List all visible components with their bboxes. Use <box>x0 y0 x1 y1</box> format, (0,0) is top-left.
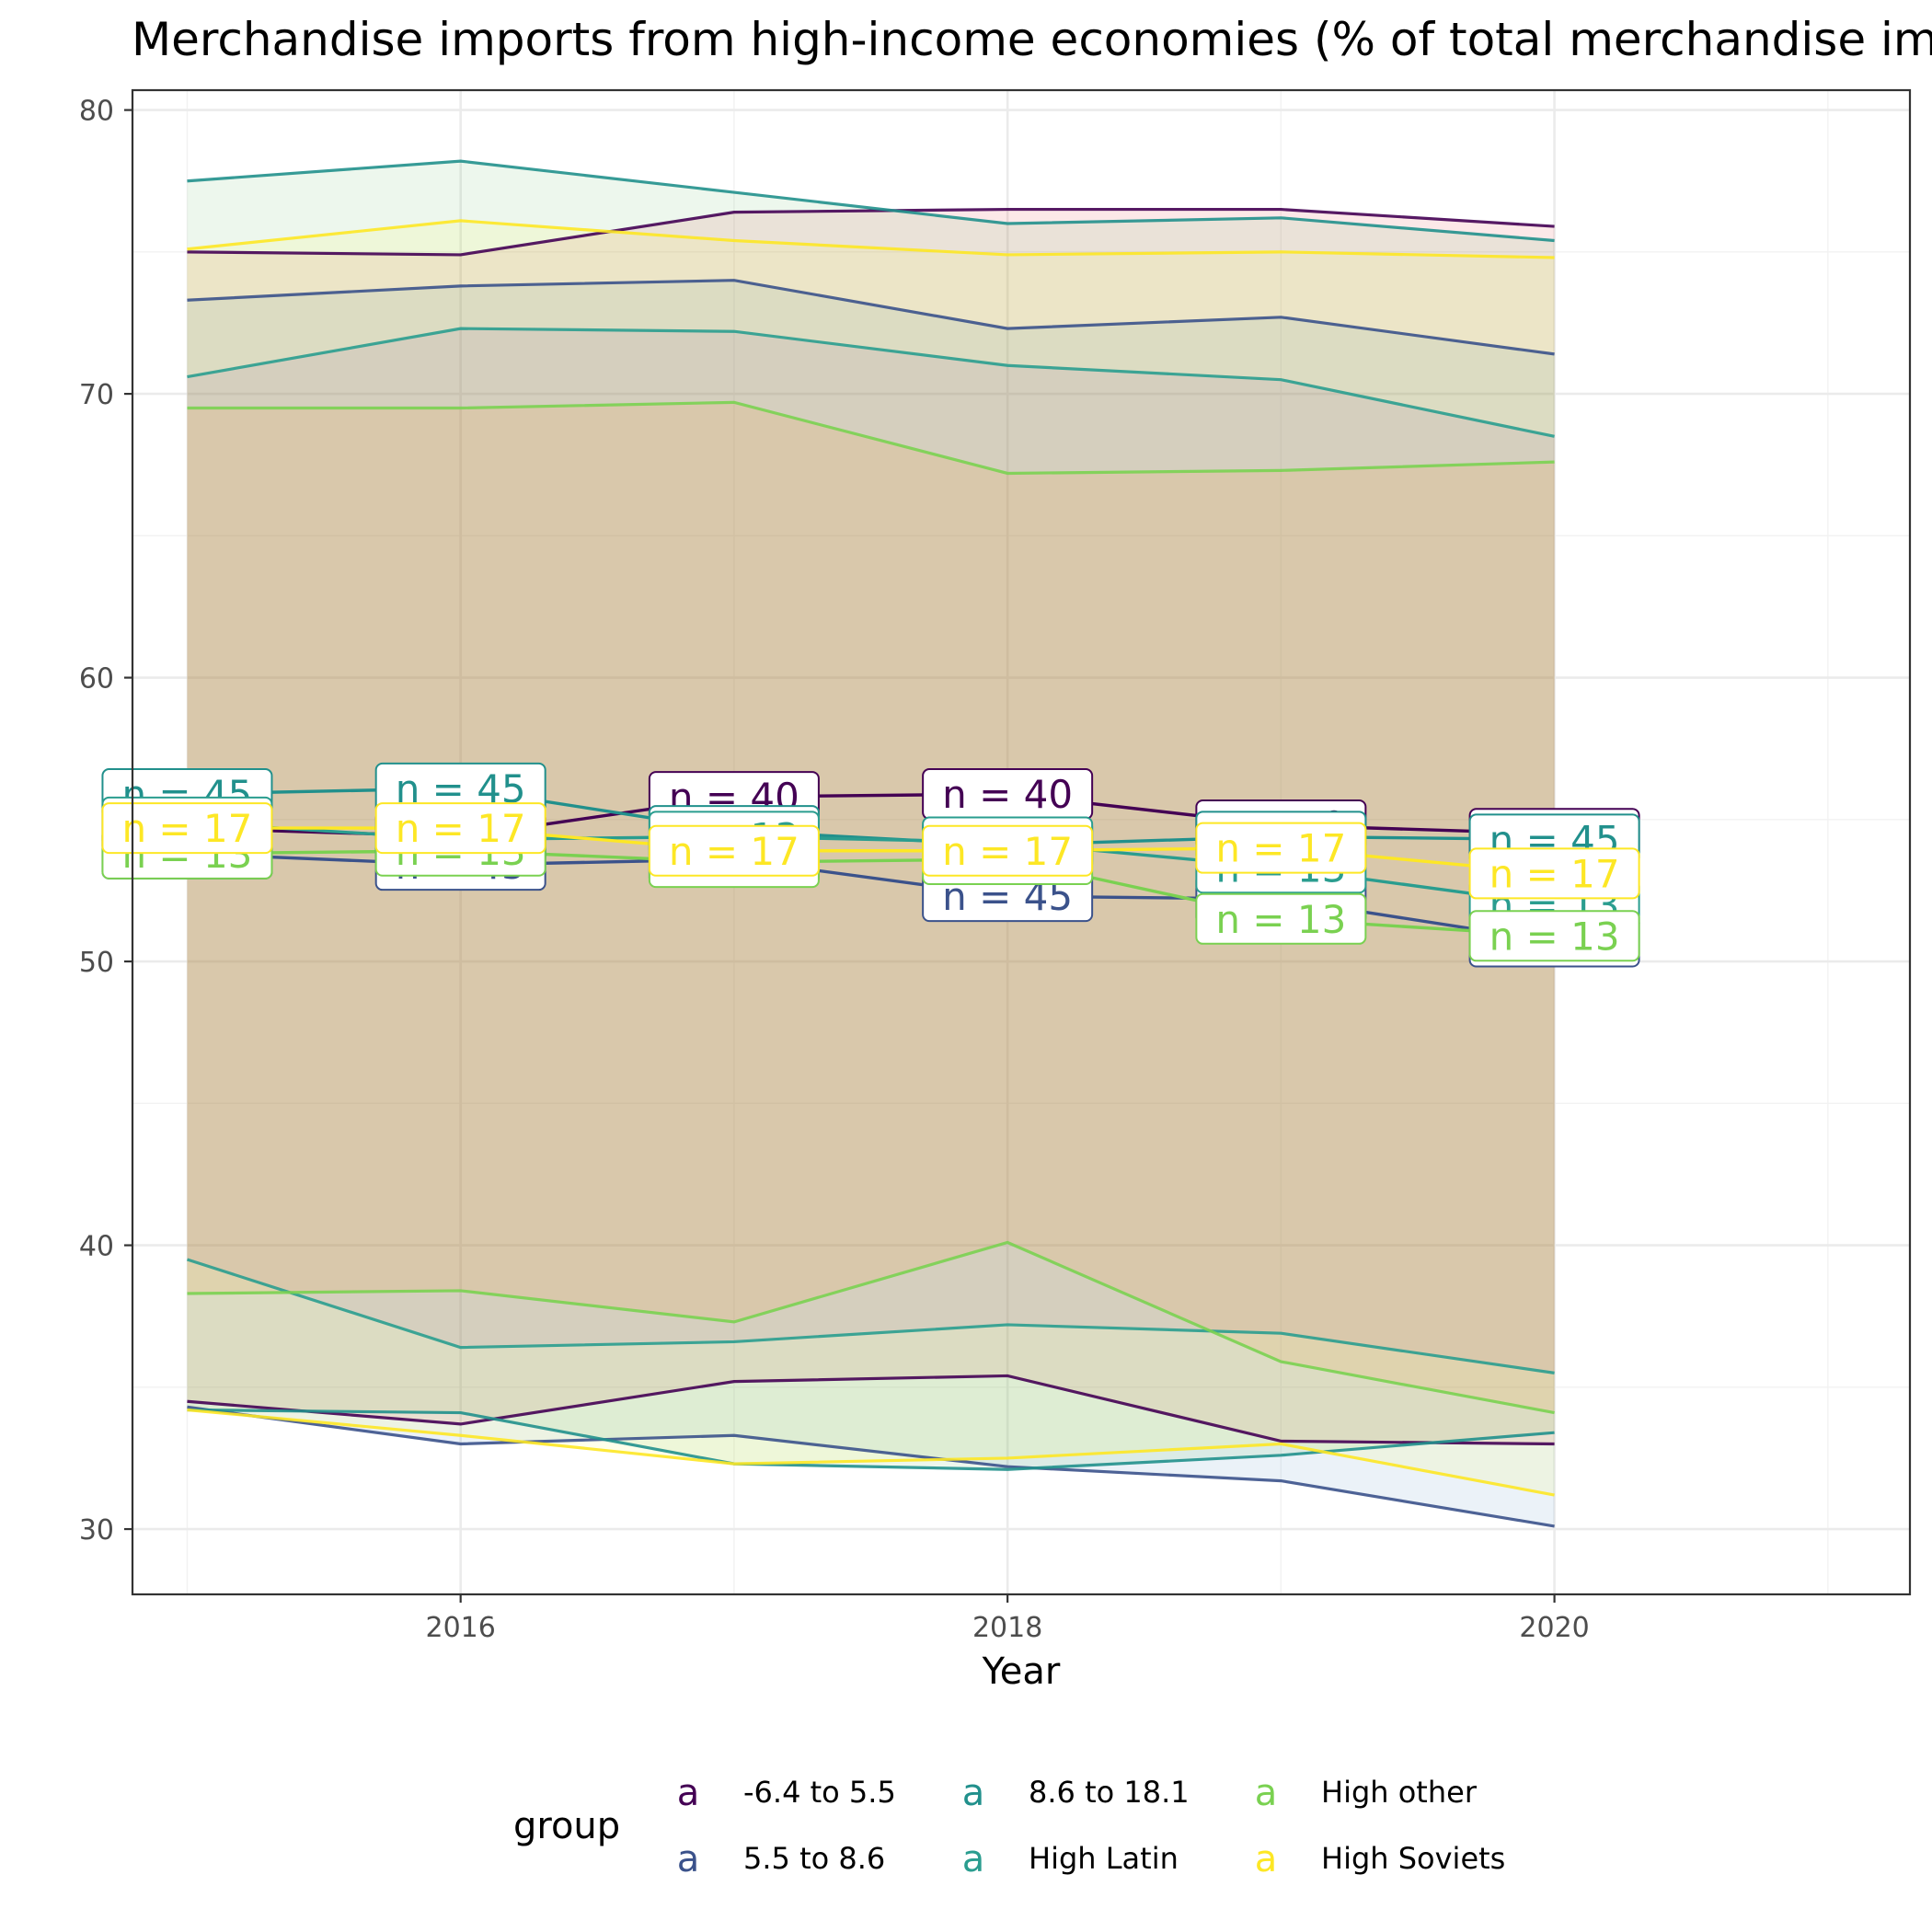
upper-line-3 <box>187 327 1555 438</box>
y-tick-label: 70 <box>79 379 114 411</box>
legend: group a -6.4 to 5.5 a 5.5 to 8.6 a 8.6 to 18.… <box>513 1772 1505 1880</box>
ribbon-5 <box>187 220 1555 1496</box>
x-axis-title: Year <box>982 1650 1061 1693</box>
y-axis: 30 40 50 60 70 80 <box>79 96 132 1547</box>
n-label-box <box>1468 847 1640 900</box>
upper-line-2 <box>187 159 1555 243</box>
n-label-text: n = 17 <box>396 806 526 851</box>
n-label-box <box>374 802 546 855</box>
n-label-box <box>922 824 1094 877</box>
n-label-box <box>101 802 273 855</box>
lower-line-5 <box>187 1408 1555 1497</box>
x-tick-label: 2020 <box>1519 1612 1589 1644</box>
bound-lines <box>186 159 1555 1528</box>
legend-label-0: -6.4 to 5.5 <box>743 1775 896 1810</box>
y-tick-label: 30 <box>79 1514 114 1547</box>
n-label-text: n = 17 <box>121 806 252 851</box>
n-label: n = 17 <box>648 824 820 877</box>
x-tick-label: 2018 <box>972 1612 1042 1644</box>
n-label: n = 17 <box>922 824 1094 877</box>
legend-label-2: 8.6 to 18.1 <box>1029 1775 1190 1810</box>
legend-label-5: High Soviets <box>1321 1841 1505 1876</box>
y-tick-label: 60 <box>79 663 114 696</box>
legend-label-4: High other <box>1321 1775 1478 1810</box>
ribbon-4 <box>187 402 1555 1413</box>
n-label-text: n = 13 <box>1215 897 1346 942</box>
n-label: n = 13 <box>1468 910 1640 962</box>
ribbon-1 <box>187 280 1555 1526</box>
n-label-box <box>1195 892 1367 945</box>
n-label-box <box>1195 822 1367 874</box>
y-tick-label: 50 <box>79 947 114 979</box>
legend-title: group <box>513 1805 620 1847</box>
legend-key-0: a <box>677 1772 700 1814</box>
n-label-text: n = 17 <box>669 829 799 874</box>
upper-line-4 <box>187 400 1555 476</box>
n-label-text: n = 40 <box>942 772 1073 817</box>
upper-line-1 <box>187 279 1555 356</box>
legend-key-4: a <box>1255 1772 1278 1814</box>
n-label-box <box>648 824 820 877</box>
x-axis: 2016 2018 2020 <box>425 1594 1590 1644</box>
ribbon-0 <box>187 209 1555 1444</box>
lower-line-0 <box>187 1374 1555 1446</box>
n-labels: n = 40n = 40n = 40n = 40n = 40n = 40n = … <box>101 762 1640 968</box>
panel-border <box>131 88 1912 1596</box>
y-tick-label: 40 <box>79 1231 114 1263</box>
n-label: n = 17 <box>101 802 273 855</box>
ribbon-2 <box>187 161 1555 1470</box>
lower-line-4 <box>187 1240 1555 1415</box>
legend-key-3: a <box>962 1838 985 1880</box>
legend-label-1: 5.5 to 8.6 <box>743 1841 885 1876</box>
n-label: n = 40 <box>922 768 1094 821</box>
n-label: n = 17 <box>374 802 546 855</box>
n-label-text: n = 17 <box>1489 851 1620 896</box>
y-tick-label: 80 <box>79 96 114 128</box>
n-label-text: n = 17 <box>942 829 1073 874</box>
legend-label-3: High Latin <box>1029 1841 1179 1876</box>
n-label-text: n = 13 <box>1489 914 1620 959</box>
upper-line-5 <box>187 219 1555 259</box>
chart-title: Merchandise imports from high-income eco… <box>132 13 1932 66</box>
legend-key-5: a <box>1255 1838 1278 1880</box>
n-label: n = 17 <box>1468 847 1640 900</box>
upper-line-0 <box>187 207 1555 257</box>
legend-key-2: a <box>962 1772 985 1814</box>
n-label: n = 13 <box>1195 892 1367 945</box>
lower-line-3 <box>186 1258 1555 1374</box>
n-label-box <box>1468 910 1640 962</box>
lower-line-1 <box>187 1405 1555 1528</box>
x-tick-label: 2016 <box>425 1612 495 1644</box>
n-label: n = 17 <box>1195 822 1367 874</box>
n-label-text: n = 17 <box>1215 826 1346 871</box>
legend-key-1: a <box>677 1838 700 1880</box>
